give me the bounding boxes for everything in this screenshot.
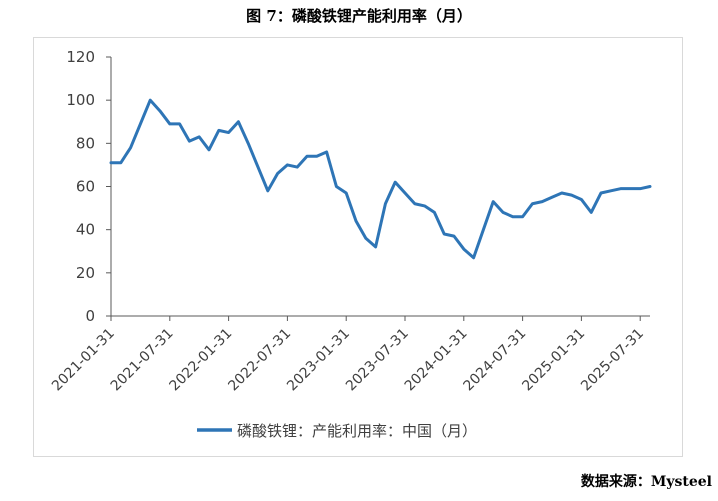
series-group: [109, 98, 652, 260]
chart-frame: [33, 37, 683, 457]
y-tick-label: 20: [76, 264, 95, 282]
y-axis: 0 20 40 60 80 100 120: [66, 48, 112, 325]
x-axis: 2021-01-312021-07-312022-01-312022-07-31…: [49, 315, 650, 395]
legend-label: 磷酸铁锂：产能利用率：中国（月）: [237, 422, 477, 440]
y-tick-label: 80: [76, 134, 95, 152]
y-tick-label: 60: [76, 178, 95, 196]
y-tick-label: 100: [66, 91, 95, 109]
series-line: [109, 98, 652, 260]
source-note: 数据来源：Mysteel: [580, 474, 712, 490]
chart-title: 图 7：磷酸铁锂产能利用率（月）: [246, 7, 472, 25]
legend: 磷酸铁锂：产能利用率：中国（月）: [197, 422, 477, 440]
y-tick-label: 120: [66, 48, 95, 66]
x-tick-label: 2025-07-31: [578, 326, 647, 395]
y-tick-label: 0: [85, 307, 95, 325]
y-tick-label: 40: [76, 221, 95, 239]
